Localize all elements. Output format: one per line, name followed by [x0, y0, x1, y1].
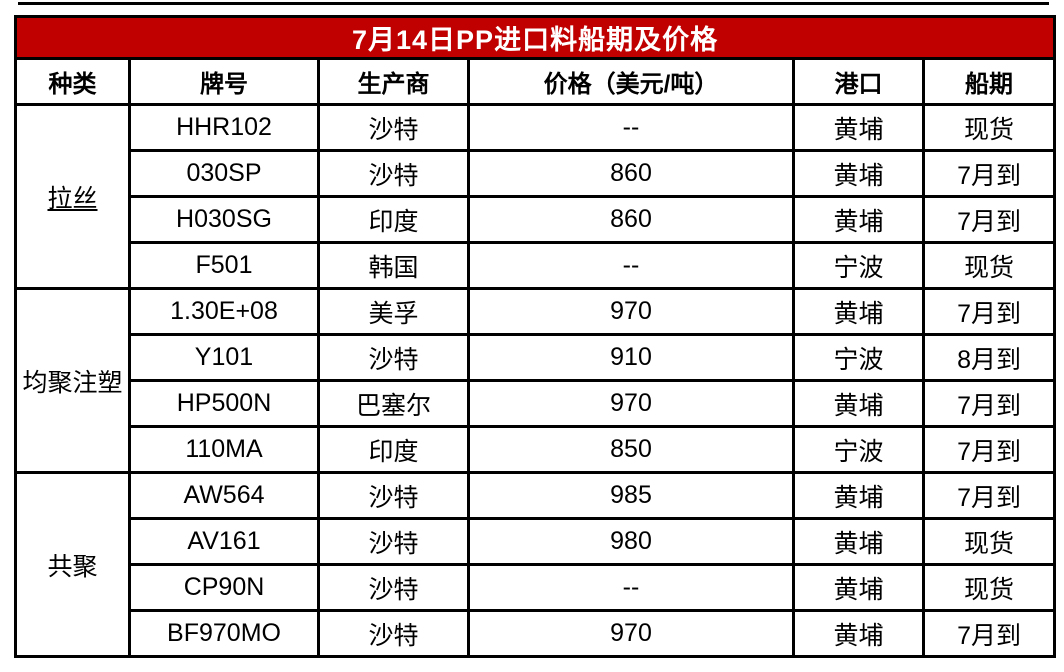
- brand-cell: CP90N: [128, 563, 320, 612]
- table-row: CP90N 沙特 -- 黄埔 现货: [16, 563, 1057, 612]
- table-row: Y101 沙特 910 宁波 8月到: [16, 333, 1057, 382]
- category-cell: 共聚: [14, 471, 131, 658]
- shipdate-cell: 现货: [921, 241, 1057, 290]
- table-row: 110MA 印度 850 宁波 7月到: [16, 425, 1057, 474]
- port-cell: 黄埔: [792, 517, 925, 566]
- port-cell: 黄埔: [792, 609, 925, 658]
- brand-cell: H030SG: [128, 195, 320, 244]
- port-cell: 宁波: [792, 333, 925, 382]
- brand-cell: 030SP: [128, 149, 320, 198]
- table-row: 拉丝 HHR102 沙特 -- 黄埔 现货: [14, 103, 1057, 290]
- producer-cell: 沙特: [317, 149, 470, 198]
- table-row: BF970MO 沙特 970 黄埔 7月到: [16, 609, 1057, 658]
- price-cell: --: [467, 241, 795, 290]
- port-cell: 黄埔: [792, 195, 925, 244]
- shipdate-cell: 7月到: [921, 471, 1057, 520]
- table-title-row: 7月14日PP进口料船期及价格: [13, 15, 1057, 60]
- port-cell: 黄埔: [792, 103, 925, 152]
- price-cell: 970: [467, 609, 795, 658]
- price-cell: 860: [467, 149, 795, 198]
- price-cell: 970: [467, 287, 795, 336]
- brand-cell: 110MA: [128, 425, 320, 474]
- category-cell: 均聚注塑: [14, 287, 131, 474]
- shipdate-cell: 7月到: [921, 195, 1057, 244]
- table-title: 7月14日PP进口料船期及价格: [13, 15, 1057, 60]
- brand-cell: HP500N: [128, 379, 320, 428]
- shipdate-cell: 7月到: [921, 609, 1057, 658]
- port-cell: 宁波: [792, 241, 925, 290]
- producer-cell: 沙特: [317, 471, 470, 520]
- table-row: 共聚 AW564 沙特 985 黄埔 7月到: [14, 471, 1057, 658]
- price-cell: 850: [467, 425, 795, 474]
- producer-cell: 美孚: [317, 287, 470, 336]
- col-header-port: 港口: [792, 57, 925, 106]
- col-header-brand: 牌号: [128, 57, 320, 106]
- brand-cell: AW564: [128, 471, 320, 520]
- port-cell: 黄埔: [792, 149, 925, 198]
- col-header-price: 价格（美元/吨）: [467, 57, 795, 106]
- table-row: H030SG 印度 860 黄埔 7月到: [16, 195, 1057, 244]
- producer-cell: 巴塞尔: [317, 379, 470, 428]
- port-cell: 宁波: [792, 425, 925, 474]
- table-row: HP500N 巴塞尔 970 黄埔 7月到: [16, 379, 1057, 428]
- category-cell: 拉丝: [14, 103, 131, 290]
- table-header-row: 种类 牌号 生产商 价格（美元/吨） 港口 船期: [14, 57, 1057, 106]
- col-header-producer: 生产商: [317, 57, 470, 106]
- table-row: AV161 沙特 980 黄埔 现货: [16, 517, 1057, 566]
- brand-cell: BF970MO: [128, 609, 320, 658]
- shipdate-cell: 7月到: [921, 287, 1057, 336]
- producer-cell: 沙特: [317, 333, 470, 382]
- port-cell: 黄埔: [792, 563, 925, 612]
- brand-cell: HHR102: [128, 103, 320, 152]
- shipdate-cell: 8月到: [921, 333, 1057, 382]
- top-rule-line: [18, 2, 1049, 5]
- producer-cell: 印度: [317, 425, 470, 474]
- shipdate-cell: 现货: [921, 103, 1057, 152]
- shipdate-cell: 现货: [921, 563, 1057, 612]
- port-cell: 黄埔: [792, 379, 925, 428]
- table-row: 均聚注塑 1.30E+08 美孚 970 黄埔 7月到: [14, 287, 1057, 474]
- producer-cell: 印度: [317, 195, 470, 244]
- table-body: 拉丝 HHR102 沙特 -- 黄埔 现货 030SP 沙特 860 黄埔 7月到 H030SG 印度 8…: [14, 103, 1057, 658]
- port-cell: 黄埔: [792, 287, 925, 336]
- shipdate-cell: 现货: [921, 517, 1057, 566]
- price-cell: 860: [467, 195, 795, 244]
- shipdate-cell: 7月到: [921, 379, 1057, 428]
- producer-cell: 沙特: [317, 517, 470, 566]
- port-cell: 黄埔: [792, 471, 925, 520]
- price-cell: 980: [467, 517, 795, 566]
- brand-cell: Y101: [128, 333, 320, 382]
- table-row: F501 韩国 -- 宁波 现货: [16, 241, 1057, 290]
- col-header-category: 种类: [14, 57, 131, 106]
- price-cell: 910: [467, 333, 795, 382]
- brand-cell: F501: [128, 241, 320, 290]
- price-cell: 970: [467, 379, 795, 428]
- col-header-shipdate: 船期: [921, 57, 1057, 106]
- table-row: 030SP 沙特 860 黄埔 7月到: [16, 149, 1057, 198]
- producer-cell: 韩国: [317, 241, 470, 290]
- price-cell: --: [467, 103, 795, 152]
- shipdate-cell: 7月到: [921, 149, 1057, 198]
- shipdate-cell: 7月到: [921, 425, 1057, 474]
- price-cell: --: [467, 563, 795, 612]
- producer-cell: 沙特: [317, 609, 470, 658]
- producer-cell: 沙特: [317, 103, 470, 152]
- price-cell: 985: [467, 471, 795, 520]
- brand-cell: AV161: [128, 517, 320, 566]
- producer-cell: 沙特: [317, 563, 470, 612]
- pp-import-price-table: 7月14日PP进口料船期及价格 种类 牌号 生产商 价格（美元/吨） 港口 船期…: [13, 15, 1057, 658]
- brand-cell: 1.30E+08: [128, 287, 320, 336]
